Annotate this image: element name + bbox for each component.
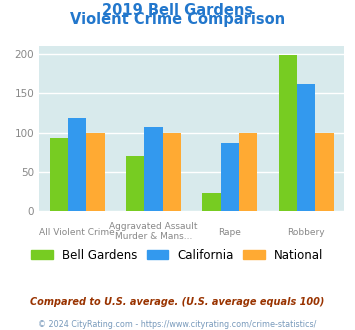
Text: Robbery: Robbery [288, 228, 325, 237]
Legend: Bell Gardens, California, National: Bell Gardens, California, National [27, 244, 328, 266]
Bar [297, 84, 315, 211]
Text: 2019 Bell Gardens: 2019 Bell Gardens [102, 3, 253, 18]
Bar [126, 156, 144, 211]
Text: Murder & Mans...: Murder & Mans... [115, 232, 192, 241]
Bar [68, 118, 86, 211]
Bar [315, 133, 334, 211]
Bar [163, 133, 181, 211]
Bar [50, 138, 68, 211]
Text: Aggravated Assault: Aggravated Assault [109, 222, 198, 231]
Bar [144, 127, 163, 211]
Text: © 2024 CityRating.com - https://www.cityrating.com/crime-statistics/: © 2024 CityRating.com - https://www.city… [38, 320, 317, 329]
Bar [279, 55, 297, 211]
Bar [239, 133, 257, 211]
Text: All Violent Crime: All Violent Crime [39, 228, 115, 237]
Text: Violent Crime Comparison: Violent Crime Comparison [70, 12, 285, 26]
Bar [86, 133, 105, 211]
Text: Compared to U.S. average. (U.S. average equals 100): Compared to U.S. average. (U.S. average … [30, 297, 325, 307]
Text: Rape: Rape [218, 228, 241, 237]
Bar [221, 143, 239, 211]
Bar [202, 193, 221, 211]
